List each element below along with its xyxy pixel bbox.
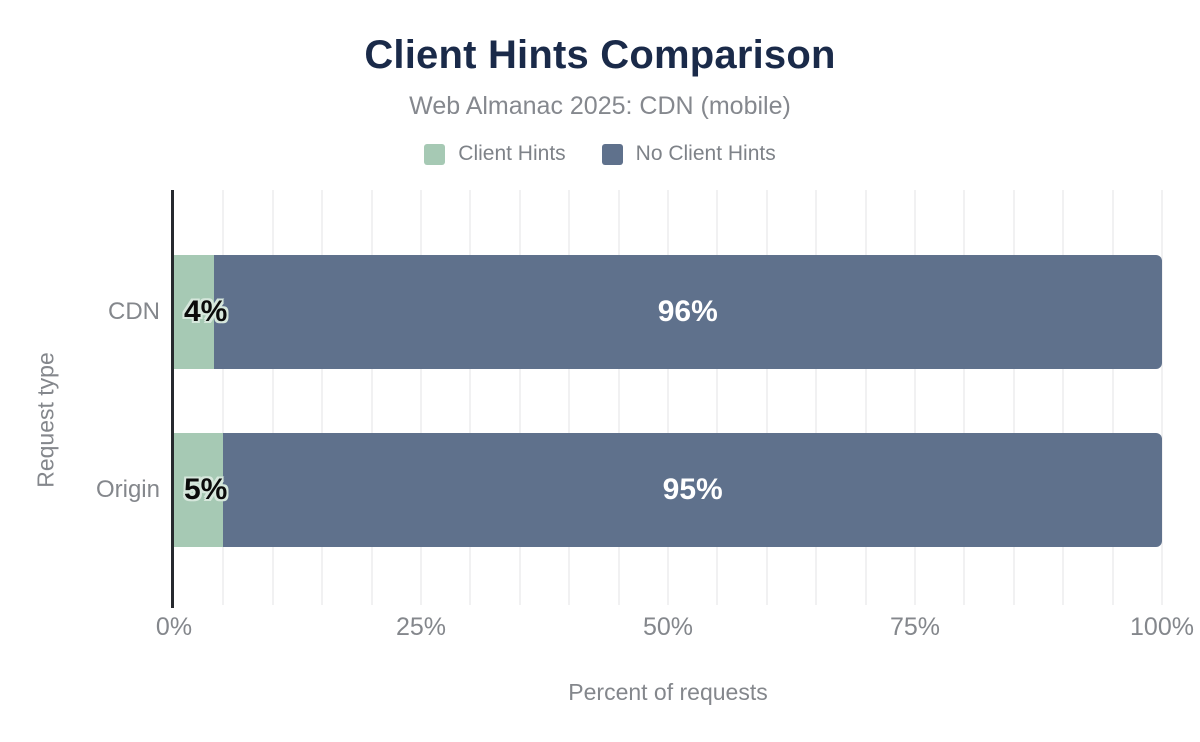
legend-item-label: No Client Hints (635, 142, 776, 165)
gridline (271, 190, 274, 605)
gridline (321, 190, 324, 605)
chart-title: Client Hints Comparison (364, 33, 836, 77)
x-tick-label: 75% (889, 613, 941, 641)
category-label-cdn: CDN (108, 298, 160, 325)
x-tick-label: 50% (642, 613, 694, 641)
bar-segment-no-client-hints: 95% (223, 433, 1162, 547)
x-tick-label: 0% (155, 613, 193, 641)
bar-value-label: 5% (184, 473, 228, 506)
chart-subtitle: Web Almanac 2025: CDN (mobile) (409, 92, 791, 120)
legend-swatch-icon (424, 143, 446, 165)
bar-row-cdn: 96% 4% (174, 255, 1162, 369)
gridline (222, 190, 225, 605)
legend-swatch-icon (601, 143, 623, 165)
gridline (518, 190, 521, 605)
y-axis-title: Request type (32, 352, 59, 488)
gridline (420, 190, 422, 605)
legend-item-1[interactable]: No Client Hints (601, 142, 776, 166)
x-axis-title: Percent of requests (568, 679, 768, 705)
x-tick-label: 100% (1130, 613, 1194, 641)
bar-row-origin: 95% 5% (174, 433, 1162, 547)
gridline (568, 190, 571, 605)
gridline (716, 190, 719, 605)
gridline (815, 190, 818, 605)
gridline (469, 190, 472, 605)
gridline (963, 190, 966, 605)
legend-item-label: Client Hints (458, 142, 566, 165)
gridline (1111, 190, 1114, 605)
gridline (1161, 190, 1163, 605)
y-axis-line (171, 190, 174, 608)
gridline (864, 190, 867, 605)
bar-segment-no-client-hints: 96% (213, 255, 1162, 369)
gridline (765, 190, 768, 605)
gridline (914, 190, 916, 605)
gridline (667, 190, 669, 605)
bar-value-label: 95% (662, 473, 723, 506)
legend: Client Hints No Client Hints (0, 142, 1200, 166)
gridline (370, 190, 373, 605)
gridline (1062, 190, 1065, 605)
bar-value-label: 4% (184, 295, 228, 328)
bar-segment-client-hints (174, 433, 224, 547)
plot-area: 96% 4% 95% 5% (174, 190, 1163, 605)
legend-item-0[interactable]: Client Hints (424, 142, 566, 166)
x-tick-label: 25% (395, 613, 447, 641)
gridline (1012, 190, 1015, 605)
bar-segment-client-hints (174, 255, 214, 369)
category-label-origin: Origin (95, 476, 160, 503)
bar-value-label: 96% (657, 295, 718, 328)
gridline (617, 190, 620, 605)
